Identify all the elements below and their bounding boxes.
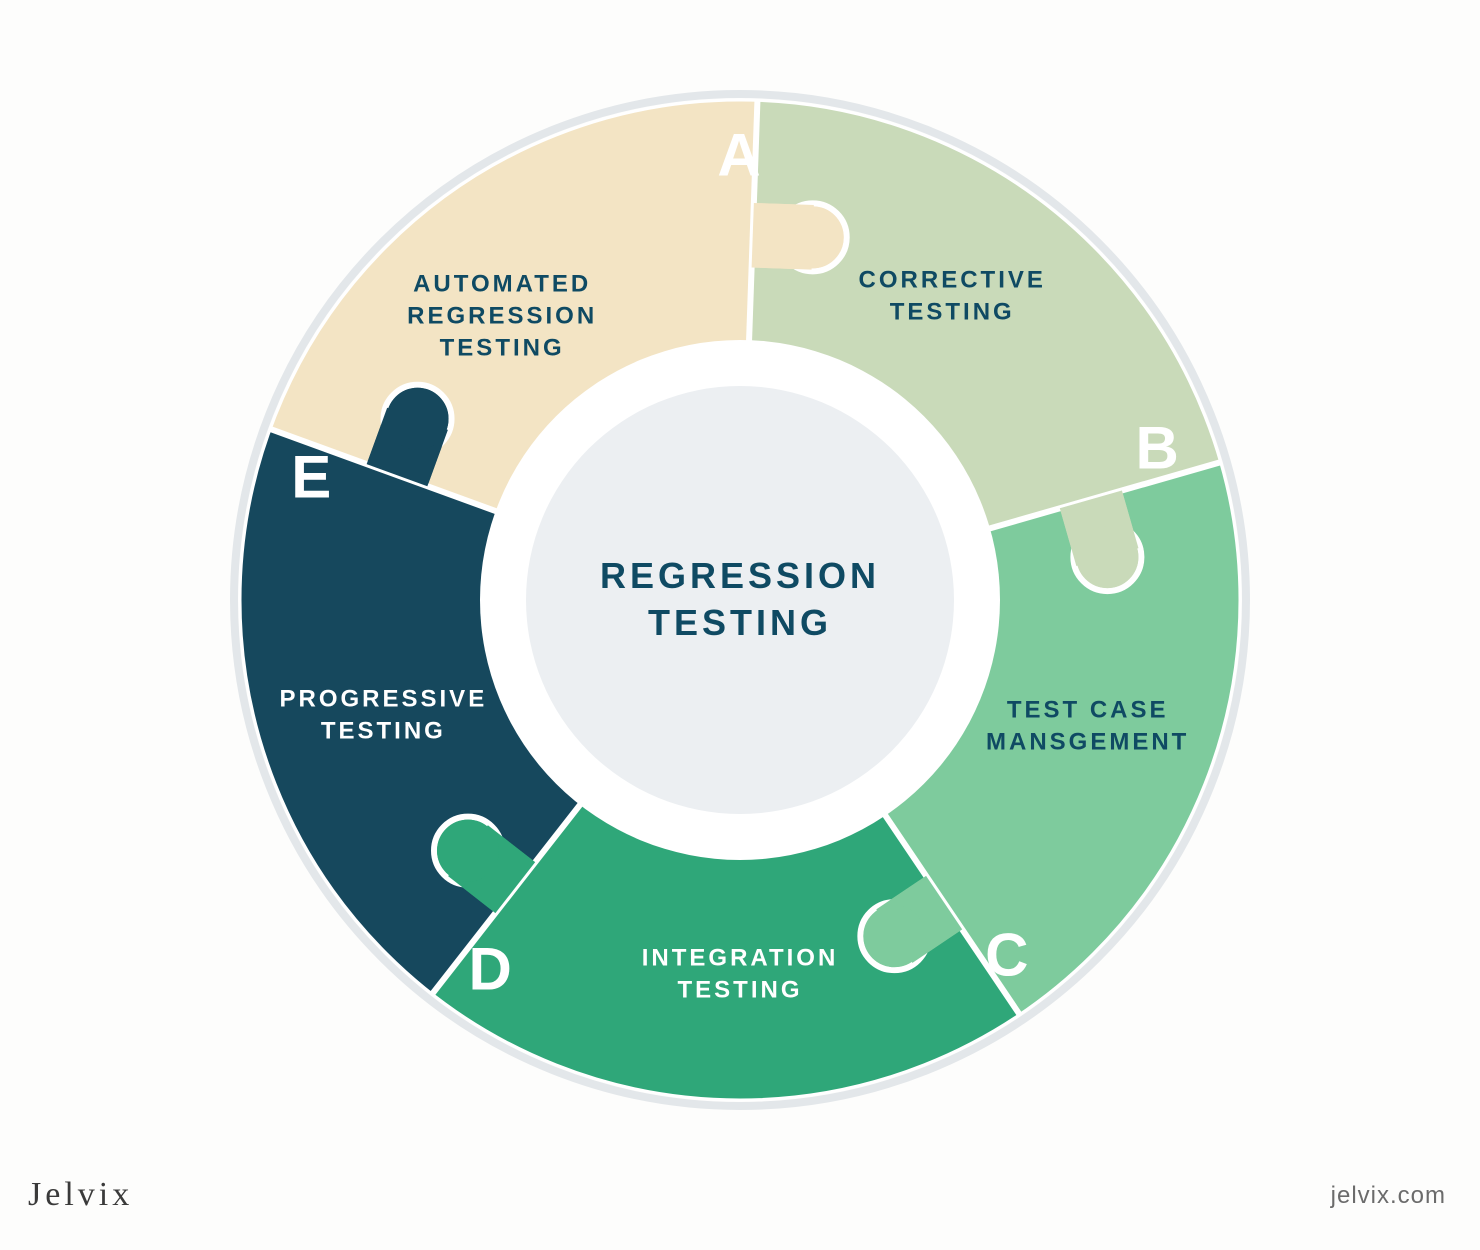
brand-logo-text: Jelvix [28, 1176, 133, 1214]
center-title: REGRESSION TESTING [600, 553, 880, 647]
segment-label-C: TEST CASE MANSGEMENT [986, 694, 1189, 759]
site-url-text: jelvix.com [1331, 1182, 1446, 1210]
segment-label-A: AUTOMATED REGRESSION TESTING [407, 268, 597, 365]
segment-letter-C: C [985, 921, 1030, 990]
segment-letter-A: A [717, 121, 762, 190]
segment-label-E: PROGRESSIVE TESTING [279, 683, 487, 748]
segment-label-D: INTEGRATION TESTING [642, 943, 839, 1008]
segment-label-B: CORRECTIVE TESTING [859, 265, 1046, 330]
segment-letter-D: D [468, 934, 513, 1003]
segment-letter-E: E [291, 443, 333, 512]
segment-letter-B: B [1135, 413, 1180, 482]
infographic-canvas: { "diagram": { "type": "infographic", "s… [0, 0, 1480, 1250]
